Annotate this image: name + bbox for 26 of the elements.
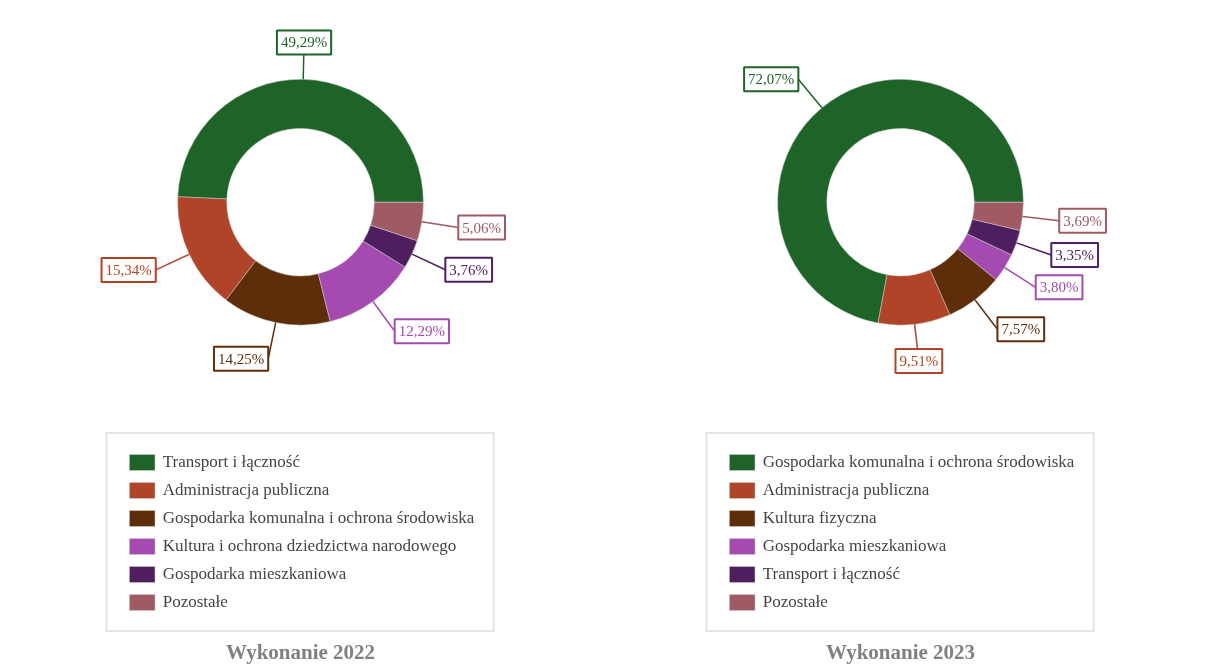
data-label: 9,51% [899,352,939,369]
legend-label: Gospodarka komunalna i ochrona środowiska [162,508,475,528]
legend-label: Gospodarka komunalna i ochrona środowiska [762,452,1075,472]
legend-label: Transport i łączność [762,564,900,584]
data-label: 3,69% [1063,212,1102,229]
data-label: 7,57% [1001,321,1041,338]
data-label: 3,76% [449,261,489,278]
data-label: 12,29% [398,323,445,340]
text: Wykonanie 2023 [825,639,976,664]
legend-label: Gospodarka mieszkaniowa [762,536,947,556]
data-label: 72,07% [748,71,795,88]
text: Wykonanie 2022 [225,639,376,664]
legend-label: Kultura fizyczna [762,508,877,528]
legend-label: Administracja publiczna [762,480,930,500]
data-label: 49,29% [280,34,328,51]
legend-label: Gospodarka mieszkaniowa [162,564,347,584]
legend-label: Administracja publiczna [162,480,330,500]
data-label: 14,25% [217,350,265,367]
data-label: 15,34% [105,261,152,278]
data-label: 3,35% [1055,247,1095,264]
legend-label: Kultura i ochrona dziedzictwa narodowego [162,536,457,556]
legend-label: Transport i łączność [162,452,300,472]
legend-label: Pozostałe [762,592,828,612]
legend-label: Pozostałe [162,592,228,612]
data-label: 3,80% [1039,279,1079,296]
data-label: 5,06% [462,219,502,236]
